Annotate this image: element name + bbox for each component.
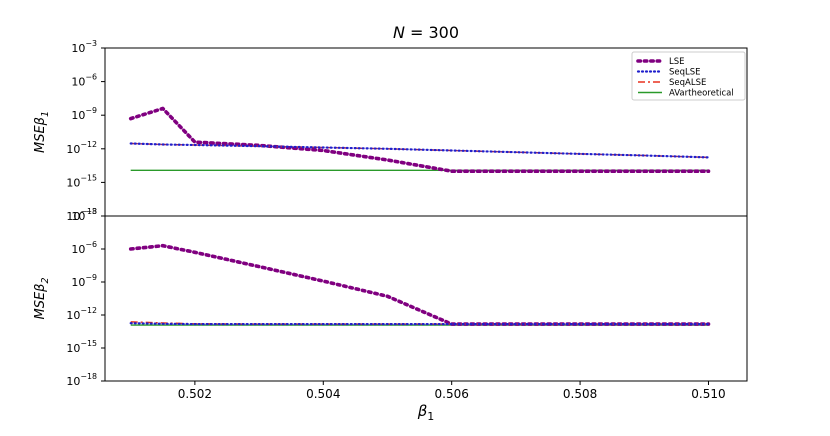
y-axis-label: MSEβ2	[33, 277, 51, 319]
series-line-lse	[128, 106, 711, 173]
y-tick-label: 10−15	[66, 173, 97, 189]
y-tick-label: 10−18	[66, 372, 97, 388]
series-line-seqlse	[129, 142, 710, 159]
legend-label-lse: LSE	[669, 57, 685, 67]
legend-label-seqlse: SeqLSE	[669, 68, 701, 78]
series-line-lse	[128, 243, 711, 326]
plot-frame	[104, 215, 748, 382]
y-tick-label: 10−12	[66, 306, 97, 322]
x-axis-label: β1	[417, 402, 435, 423]
legend-label-seqalse: SeqALSE	[669, 78, 706, 88]
y-tick-label: 10−6	[71, 73, 97, 89]
legend-box	[631, 51, 746, 101]
y-tick-label: 10−9	[71, 106, 97, 122]
chart-title: N = 300	[393, 23, 459, 42]
panel-mse-beta1: 10−3 10−6 10−9 10−12 10−15 10−18 MSEβ1	[33, 39, 748, 223]
y-tick-label: 10−3	[71, 39, 97, 55]
x-tick-label: 0.502	[178, 387, 212, 401]
y-tick-label: 10−6	[71, 240, 97, 256]
panel-mse-beta2: 10−3 10−6 10−9 10−12 10−15 10−18 0.502 0.504 0.5…	[33, 207, 748, 401]
series-line-seqlse	[129, 322, 710, 326]
y-tick-label: 10−3	[71, 207, 97, 223]
x-tick-label: 0.506	[435, 387, 469, 401]
y-tick-label: 10−18	[66, 207, 97, 223]
x-tick-label: 0.510	[691, 387, 725, 401]
y-tick-label: 10−9	[71, 273, 97, 289]
legend-label-avartheoretical: AVartheoretical	[669, 89, 734, 99]
y-axis-label: MSEβ1	[33, 111, 51, 153]
y-tick-label: 10−15	[66, 339, 97, 355]
x-tick-label: 0.504	[306, 387, 340, 401]
y-tick-label: 10−12	[66, 140, 97, 156]
x-tick-label: 0.508	[563, 387, 597, 401]
